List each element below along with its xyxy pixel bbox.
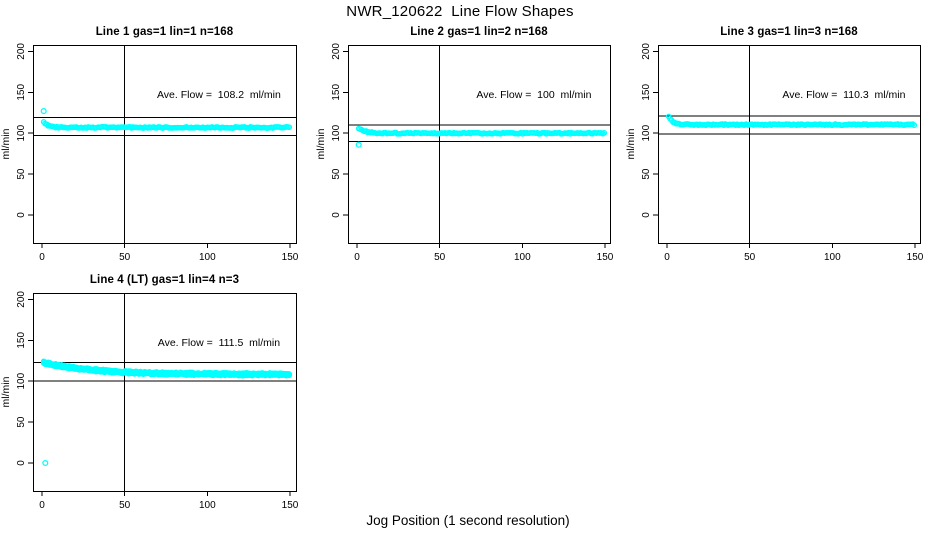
y-axis-ticks: 0 50 100 150 200: [16, 43, 33, 218]
y-axis-label: ml/min: [625, 128, 637, 159]
y-axis-ticks: 0 50 100 150 200: [331, 43, 348, 218]
data-point: [601, 129, 608, 136]
x-tick-label: 100: [199, 500, 216, 511]
y-tick-label: 0: [331, 212, 342, 218]
panel-title-line2: Line 2 gas=1 lin=2 n=168: [410, 26, 548, 38]
y-tick-label: 200: [16, 291, 27, 308]
y-tick-label: 50: [331, 168, 342, 180]
y-tick-label: 0: [16, 460, 27, 466]
x-tick-label: 150: [282, 500, 299, 511]
data-points: [40, 119, 293, 131]
x-axis-ticks: 0 50 100 150: [664, 243, 924, 263]
y-tick-label: 150: [641, 84, 652, 101]
y-tick-label: 200: [16, 43, 27, 60]
x-tick-label: 50: [119, 252, 131, 263]
y-tick-label: 0: [641, 212, 652, 218]
y-axis-ticks: 0 50 100 150 200: [16, 291, 33, 466]
x-tick-label: 50: [744, 252, 756, 263]
y-tick-label: 100: [331, 124, 342, 141]
plot-box: [33, 45, 297, 244]
plot-box: [348, 45, 611, 244]
x-tick-label: 100: [514, 252, 531, 263]
y-tick-label: 150: [16, 332, 27, 349]
panel-line3: 0 50 100 150 200 0 50 100 150 ml/min: [625, 43, 924, 263]
plot-box: [33, 293, 297, 492]
x-tick-label: 150: [597, 252, 614, 263]
y-tick-label: 150: [16, 84, 27, 101]
y-tick-label: 200: [641, 43, 652, 60]
data-points: [665, 113, 918, 129]
ave-flow-label-line1: Ave. Flow = 108.2 ml/min: [156, 89, 281, 102]
data-points: [355, 125, 608, 137]
y-tick-label: 0: [16, 212, 27, 218]
data-point: [286, 371, 293, 377]
y-axis-ticks: 0 50 100 150 200: [641, 43, 658, 218]
panel-title-line3: Line 3 gas=1 lin=3 n=168: [720, 26, 858, 38]
x-tick-label: 0: [354, 252, 360, 263]
panel-title-line1: Line 1 gas=1 lin=1 n=168: [95, 26, 234, 38]
y-tick-label: 50: [641, 168, 652, 180]
x-axis-caption: Jog Position (1 second resolution): [366, 513, 570, 528]
y-tick-label: 100: [641, 124, 652, 141]
plot-box: [658, 45, 921, 244]
x-tick-label: 0: [664, 252, 670, 263]
panel-line2: 0 50 100 150 200 0 50 100 150 ml/min: [315, 43, 614, 263]
x-tick-label: 0: [39, 252, 45, 263]
y-tick-label: 50: [16, 168, 27, 180]
panel-line1: 0 50 100 150 200 0 50 100 150 ml/min: [0, 43, 299, 263]
x-tick-label: 150: [907, 252, 924, 263]
x-tick-label: 0: [39, 500, 45, 511]
outlier-point: [42, 459, 49, 467]
y-axis-label: ml/min: [315, 128, 327, 159]
x-tick-label: 100: [199, 252, 216, 263]
x-axis-ticks: 0 50 100 150: [354, 243, 614, 263]
data-points: [40, 358, 293, 379]
ave-flow-label-line3: Ave. Flow = 110.3 ml/min: [782, 89, 906, 102]
ave-flow-label-line4: Ave. Flow = 111.5 ml/min: [157, 337, 281, 350]
y-tick-label: 100: [16, 124, 27, 141]
y-tick-label: 200: [331, 43, 342, 60]
x-tick-label: 50: [434, 252, 446, 263]
x-tick-label: 150: [282, 252, 299, 263]
panel-title-line4: Line 4 (LT) gas=1 lin=4 n=3: [89, 274, 240, 286]
y-axis-label: ml/min: [0, 376, 12, 407]
figure-title: NWR_120622 Line Flow Shapes: [346, 3, 574, 20]
outlier-point: [355, 141, 362, 148]
outlier-point: [40, 108, 47, 115]
y-tick-label: 50: [16, 416, 27, 428]
y-tick-label: 100: [16, 372, 27, 389]
x-axis-ticks: 0 50 100 150: [39, 243, 299, 263]
ave-flow-label-line2: Ave. Flow = 100 ml/min: [476, 89, 592, 102]
data-point: [286, 124, 293, 131]
y-tick-label: 150: [331, 84, 342, 101]
x-tick-label: 50: [119, 500, 131, 511]
y-axis-label: ml/min: [0, 128, 12, 159]
x-axis-ticks: 0 50 100 150: [39, 491, 299, 511]
data-point: [911, 122, 918, 129]
x-tick-label: 100: [824, 252, 841, 263]
panel-line4: 0 50 100 150 200 0 50 100 150 ml/min: [0, 291, 299, 511]
